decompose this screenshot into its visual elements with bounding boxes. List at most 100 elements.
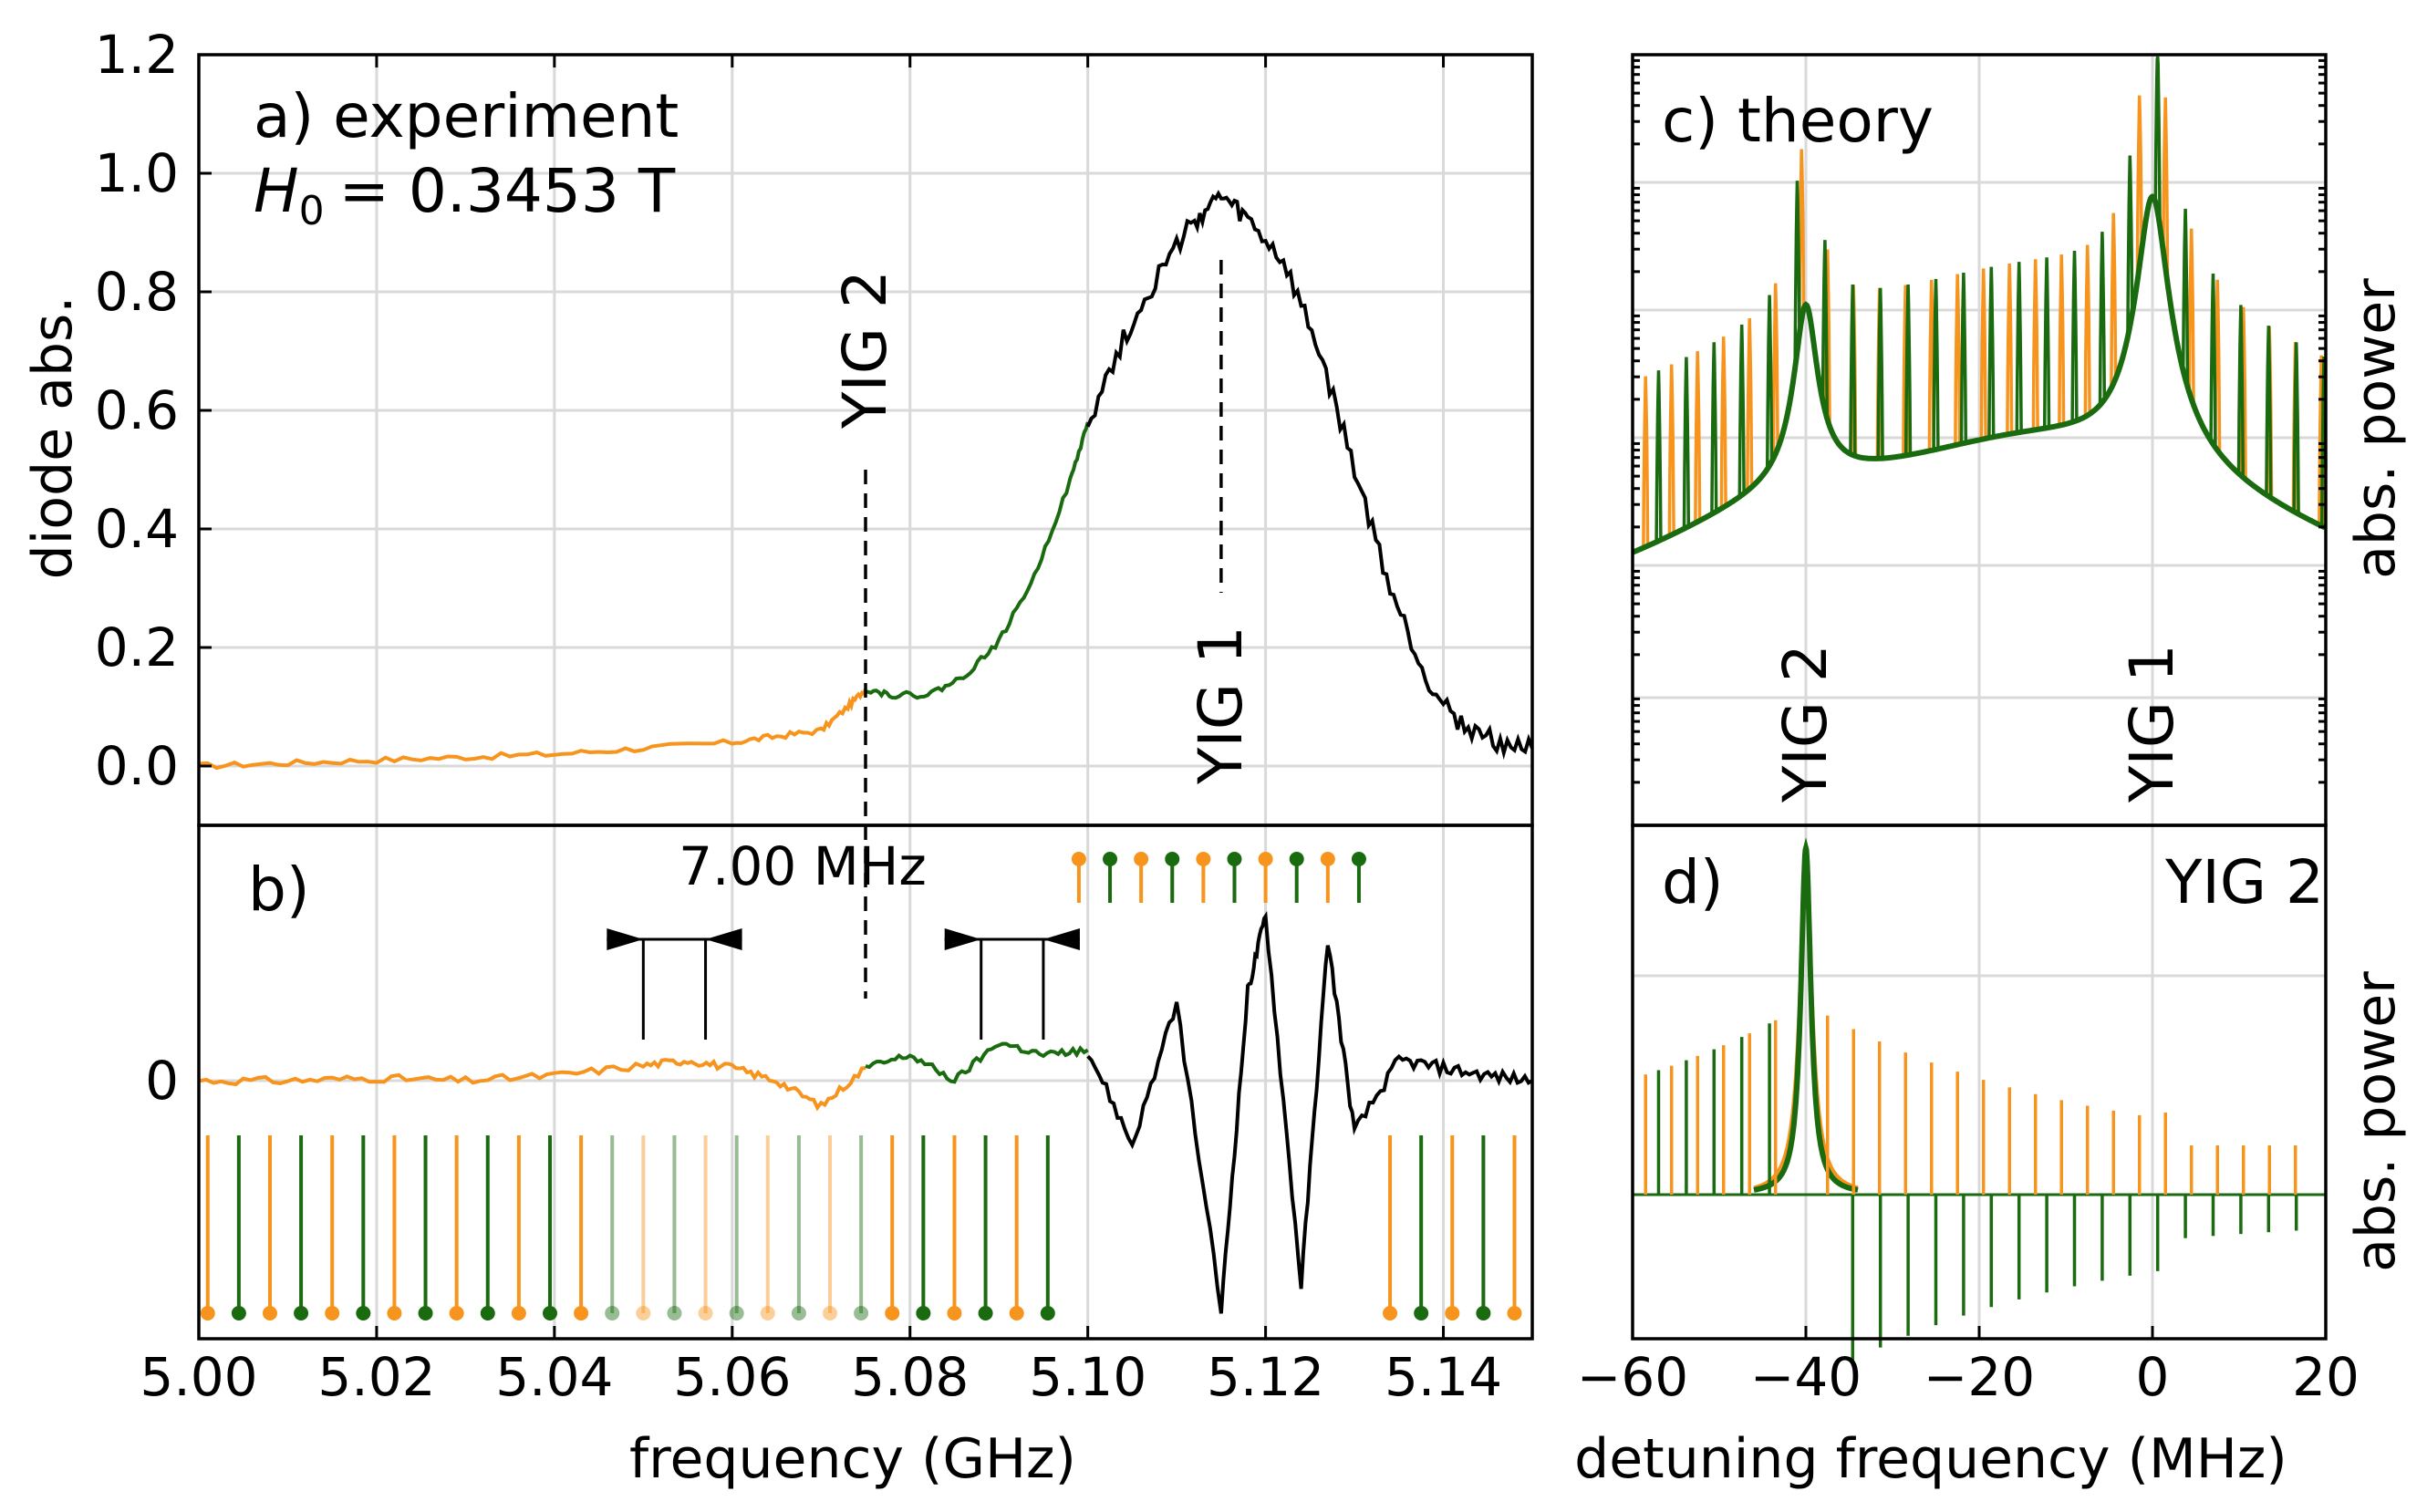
comb-dot-top: [1227, 852, 1242, 866]
panel-c-yig1-label: YIG 1: [2117, 644, 2187, 803]
comb-dot-bottom: [325, 1306, 340, 1320]
panel-b-frame: [197, 823, 1534, 1341]
panel-d-xlabel: detuning frequency (MHz): [1574, 1427, 2287, 1491]
panel-b-series-2: [1086, 911, 1533, 1314]
panel-d-yig2-label: YIG 2: [2164, 847, 2324, 917]
comb-dot-bottom: [480, 1306, 495, 1320]
panel-a-field: H0 = 0.3453 T: [254, 156, 676, 234]
comb-dot-bottom: [823, 1306, 838, 1320]
comb-dot-bottom: [636, 1306, 651, 1320]
panel-a-series-1: [865, 421, 1090, 700]
comb-dot-bottom: [542, 1306, 557, 1320]
spacing-arrow: [1042, 928, 1080, 950]
panel-a-ylabel: diode abs.: [21, 296, 85, 580]
comb-dot-bottom: [605, 1306, 620, 1320]
grid-layer: [197, 53, 2328, 1339]
comb-dot-bottom: [698, 1306, 713, 1320]
xtick-label-b: 5.04: [495, 1346, 613, 1408]
comb-dot-bottom: [1383, 1306, 1398, 1320]
comb-dot-bottom: [1414, 1306, 1429, 1320]
ytick-label-a: 0.2: [95, 616, 179, 678]
panel-a-series-0: [198, 688, 867, 771]
spacing-arrow: [607, 928, 644, 950]
field-symbol: H: [254, 156, 299, 226]
panel-b-series-1: [865, 1041, 1089, 1084]
comb-dot-bottom: [1009, 1306, 1024, 1320]
xtick-label-b: 5.00: [140, 1346, 257, 1408]
panel-b-title: b): [248, 854, 310, 925]
panel-b-xlabel: frequency (GHz): [629, 1427, 1076, 1491]
spacing-label: 7.00 MHz: [679, 835, 927, 897]
xtick-label-b: 5.02: [317, 1346, 435, 1408]
panel-a-yig2-label: YIG 2: [830, 270, 900, 430]
spacing-arrow: [944, 928, 981, 950]
comb-dot-bottom: [916, 1306, 931, 1320]
comb-dot-bottom: [667, 1306, 682, 1320]
xtick-label-d: −20: [1924, 1346, 2035, 1408]
comb-dot-bottom: [978, 1306, 993, 1320]
comb-dot-bottom: [1476, 1306, 1491, 1320]
comb-dot-top: [1351, 852, 1366, 866]
comb-dot-bottom: [200, 1306, 215, 1320]
panel-a-series-2: [1085, 190, 1534, 761]
comb-dot-top: [1258, 852, 1273, 866]
comb-dot-bottom: [885, 1306, 900, 1320]
spacing-arrow: [705, 928, 742, 950]
field-subscript: 0: [299, 188, 325, 234]
ytick-label-a: 0.6: [95, 379, 179, 441]
frame-layer: 5.00 5.02 5.04 5.06 5.08 5.10 5.12 5.14 0.0 0.2 0.…: [95, 24, 2360, 1408]
panel-a-yig1-label: YIG 1: [1186, 626, 1256, 785]
ytick-label-a: 0.8: [95, 261, 179, 323]
panel-c-yig2-label: YIG 2: [1770, 644, 1841, 803]
xtick-label-d: 0: [2136, 1346, 2170, 1408]
comb-dot-top: [1071, 852, 1086, 866]
comb-dot-top: [1165, 852, 1180, 866]
xtick-label-b: 5.08: [851, 1346, 969, 1408]
comb-dot-bottom: [1445, 1306, 1460, 1320]
xtick-label-d: −40: [1750, 1346, 1862, 1408]
comb-dot-bottom: [294, 1306, 309, 1320]
data-layer: YIG 2 YIG 1 YIG 2 YIG 1: [198, 56, 2328, 1361]
comb-dot-bottom: [262, 1306, 277, 1320]
panel-d-title: d): [1662, 847, 1724, 917]
comb-dot-top: [1196, 852, 1211, 866]
panel-d-ylabel: abs. power: [2344, 971, 2408, 1272]
panel-d-frame: [1631, 823, 2328, 1341]
ytick-label-a: 1.2: [95, 24, 179, 86]
comb-dot-bottom: [387, 1306, 402, 1320]
comb-dot-bottom: [231, 1306, 246, 1320]
panel-c-ylabel: abs. power: [2344, 278, 2408, 579]
comb-dot-bottom: [574, 1306, 589, 1320]
comb-dot-bottom: [947, 1306, 962, 1320]
xtick-label-d: −60: [1577, 1346, 1688, 1408]
comb-dot-top: [1320, 852, 1335, 866]
comb-dot-bottom: [511, 1306, 526, 1320]
comb-dot-bottom: [418, 1306, 433, 1320]
comb-dot-top: [1134, 852, 1149, 866]
comb-dot-bottom: [1507, 1306, 1522, 1320]
field-value: = 0.3453 T: [339, 156, 676, 226]
comb-dot-bottom: [729, 1306, 744, 1320]
ytick-label-a: 0.4: [95, 498, 179, 560]
panel-a-title: a) experiment: [254, 81, 679, 151]
comb-dot-bottom: [356, 1306, 371, 1320]
xtick-label-d: 20: [2292, 1346, 2360, 1408]
comb-dot-bottom: [449, 1306, 464, 1320]
comb-dot-bottom: [760, 1306, 775, 1320]
comb-dot-bottom: [1040, 1306, 1055, 1320]
panel-b-ytick-zero: 0: [145, 1050, 179, 1112]
ytick-label-a: 1.0: [95, 142, 179, 204]
comb-dot-top: [1103, 852, 1118, 866]
xtick-label-b: 5.12: [1207, 1346, 1324, 1408]
xtick-label-b: 5.10: [1029, 1346, 1146, 1408]
comb-dot-top: [1289, 852, 1304, 866]
panel-c-envelope: [1631, 193, 2327, 555]
comb-dot-bottom: [791, 1306, 806, 1320]
panel-b-series-0: [198, 1058, 866, 1112]
panel-d-peak-green: [1753, 837, 1859, 1193]
xtick-label-b: 5.06: [673, 1346, 791, 1408]
xtick-label-b: 5.14: [1385, 1346, 1502, 1408]
ytick-label-a: 0.0: [95, 735, 179, 797]
panel-c-title: c) theory: [1662, 86, 1934, 156]
